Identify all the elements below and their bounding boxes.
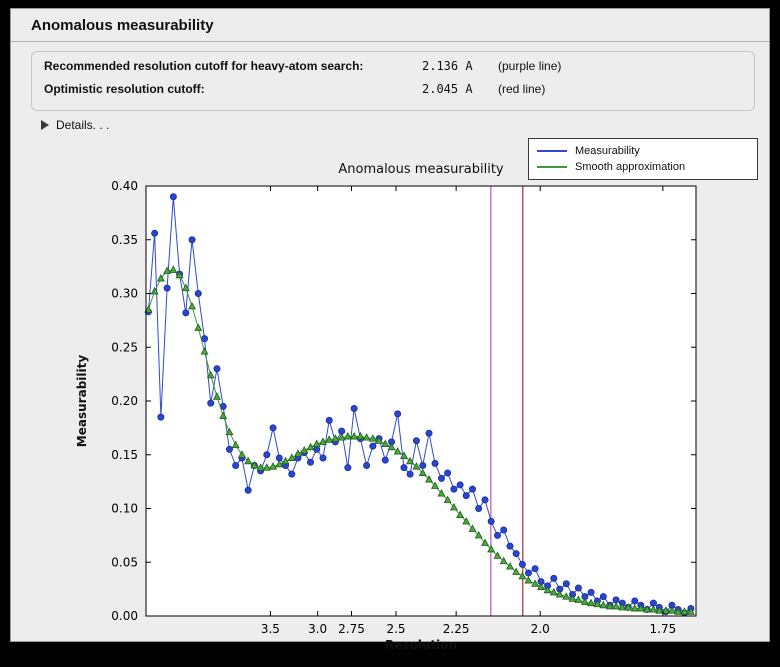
panel-header: Anomalous measurability bbox=[11, 9, 769, 42]
svg-text:Anomalous measurability: Anomalous measurability bbox=[338, 162, 504, 177]
svg-text:2.25: 2.25 bbox=[443, 622, 470, 636]
recommended-cutoff-label: Recommended resolution cutoff for heavy-… bbox=[44, 59, 364, 73]
svg-text:0.35: 0.35 bbox=[111, 233, 138, 247]
svg-text:3.5: 3.5 bbox=[261, 622, 280, 636]
legend-line-blue bbox=[537, 150, 567, 152]
svg-text:Resolution: Resolution bbox=[385, 638, 457, 652]
optimistic-cutoff-note: (red line) bbox=[498, 82, 546, 96]
svg-text:0.30: 0.30 bbox=[111, 287, 138, 301]
anomalous-measurability-panel: Anomalous measurability Recommended reso… bbox=[10, 8, 771, 652]
legend-line-green bbox=[537, 166, 567, 168]
resolution-cutoff-box: Recommended resolution cutoff for heavy-… bbox=[31, 51, 755, 111]
disclosure-triangle-icon bbox=[41, 120, 49, 130]
recommended-cutoff-note: (purple line) bbox=[498, 59, 562, 73]
svg-text:2.5: 2.5 bbox=[386, 622, 405, 636]
details-label: Details. . . bbox=[56, 118, 110, 132]
plot-legend: Measurability Smooth approximation bbox=[528, 138, 758, 180]
legend-entry-smooth: Smooth approximation bbox=[537, 159, 749, 175]
svg-text:0.00: 0.00 bbox=[111, 609, 138, 623]
recommended-cutoff-value: 2.136 A bbox=[422, 59, 473, 73]
legend-label: Smooth approximation bbox=[575, 161, 686, 173]
recommended-cutoff-row: Recommended resolution cutoff for heavy-… bbox=[44, 59, 742, 82]
page-title: Anomalous measurability bbox=[31, 17, 214, 34]
svg-text:1.75: 1.75 bbox=[650, 622, 677, 636]
svg-text:0.15: 0.15 bbox=[111, 448, 138, 462]
svg-text:0.10: 0.10 bbox=[111, 502, 138, 516]
svg-text:3.0: 3.0 bbox=[308, 622, 327, 636]
legend-label: Measurability bbox=[575, 145, 640, 157]
plot-area: 0.00 0.05 0.10 0.15 0.20 0.25 0.30 0.35 0.40 3.5 3… bbox=[11, 123, 771, 652]
svg-text:0.25: 0.25 bbox=[111, 340, 138, 354]
legend-entry-measurability: Measurability bbox=[537, 143, 749, 159]
svg-text:2.75: 2.75 bbox=[338, 622, 365, 636]
optimistic-cutoff-value: 2.045 A bbox=[422, 82, 473, 96]
svg-text:Measurability: Measurability bbox=[75, 355, 89, 448]
svg-text:0.40: 0.40 bbox=[111, 179, 138, 193]
plot-svg: 0.00 0.05 0.10 0.15 0.20 0.25 0.30 0.35 0.40 3.5 3… bbox=[75, 162, 697, 652]
svg-text:0.20: 0.20 bbox=[111, 394, 138, 408]
details-disclosure[interactable]: Details. . . bbox=[41, 118, 109, 132]
svg-text:0.05: 0.05 bbox=[111, 555, 138, 569]
svg-text:2.0: 2.0 bbox=[531, 622, 550, 636]
optimistic-cutoff-label: Optimistic resolution cutoff: bbox=[44, 82, 205, 96]
optimistic-cutoff-row: Optimistic resolution cutoff: 2.045 A (r… bbox=[44, 82, 742, 105]
